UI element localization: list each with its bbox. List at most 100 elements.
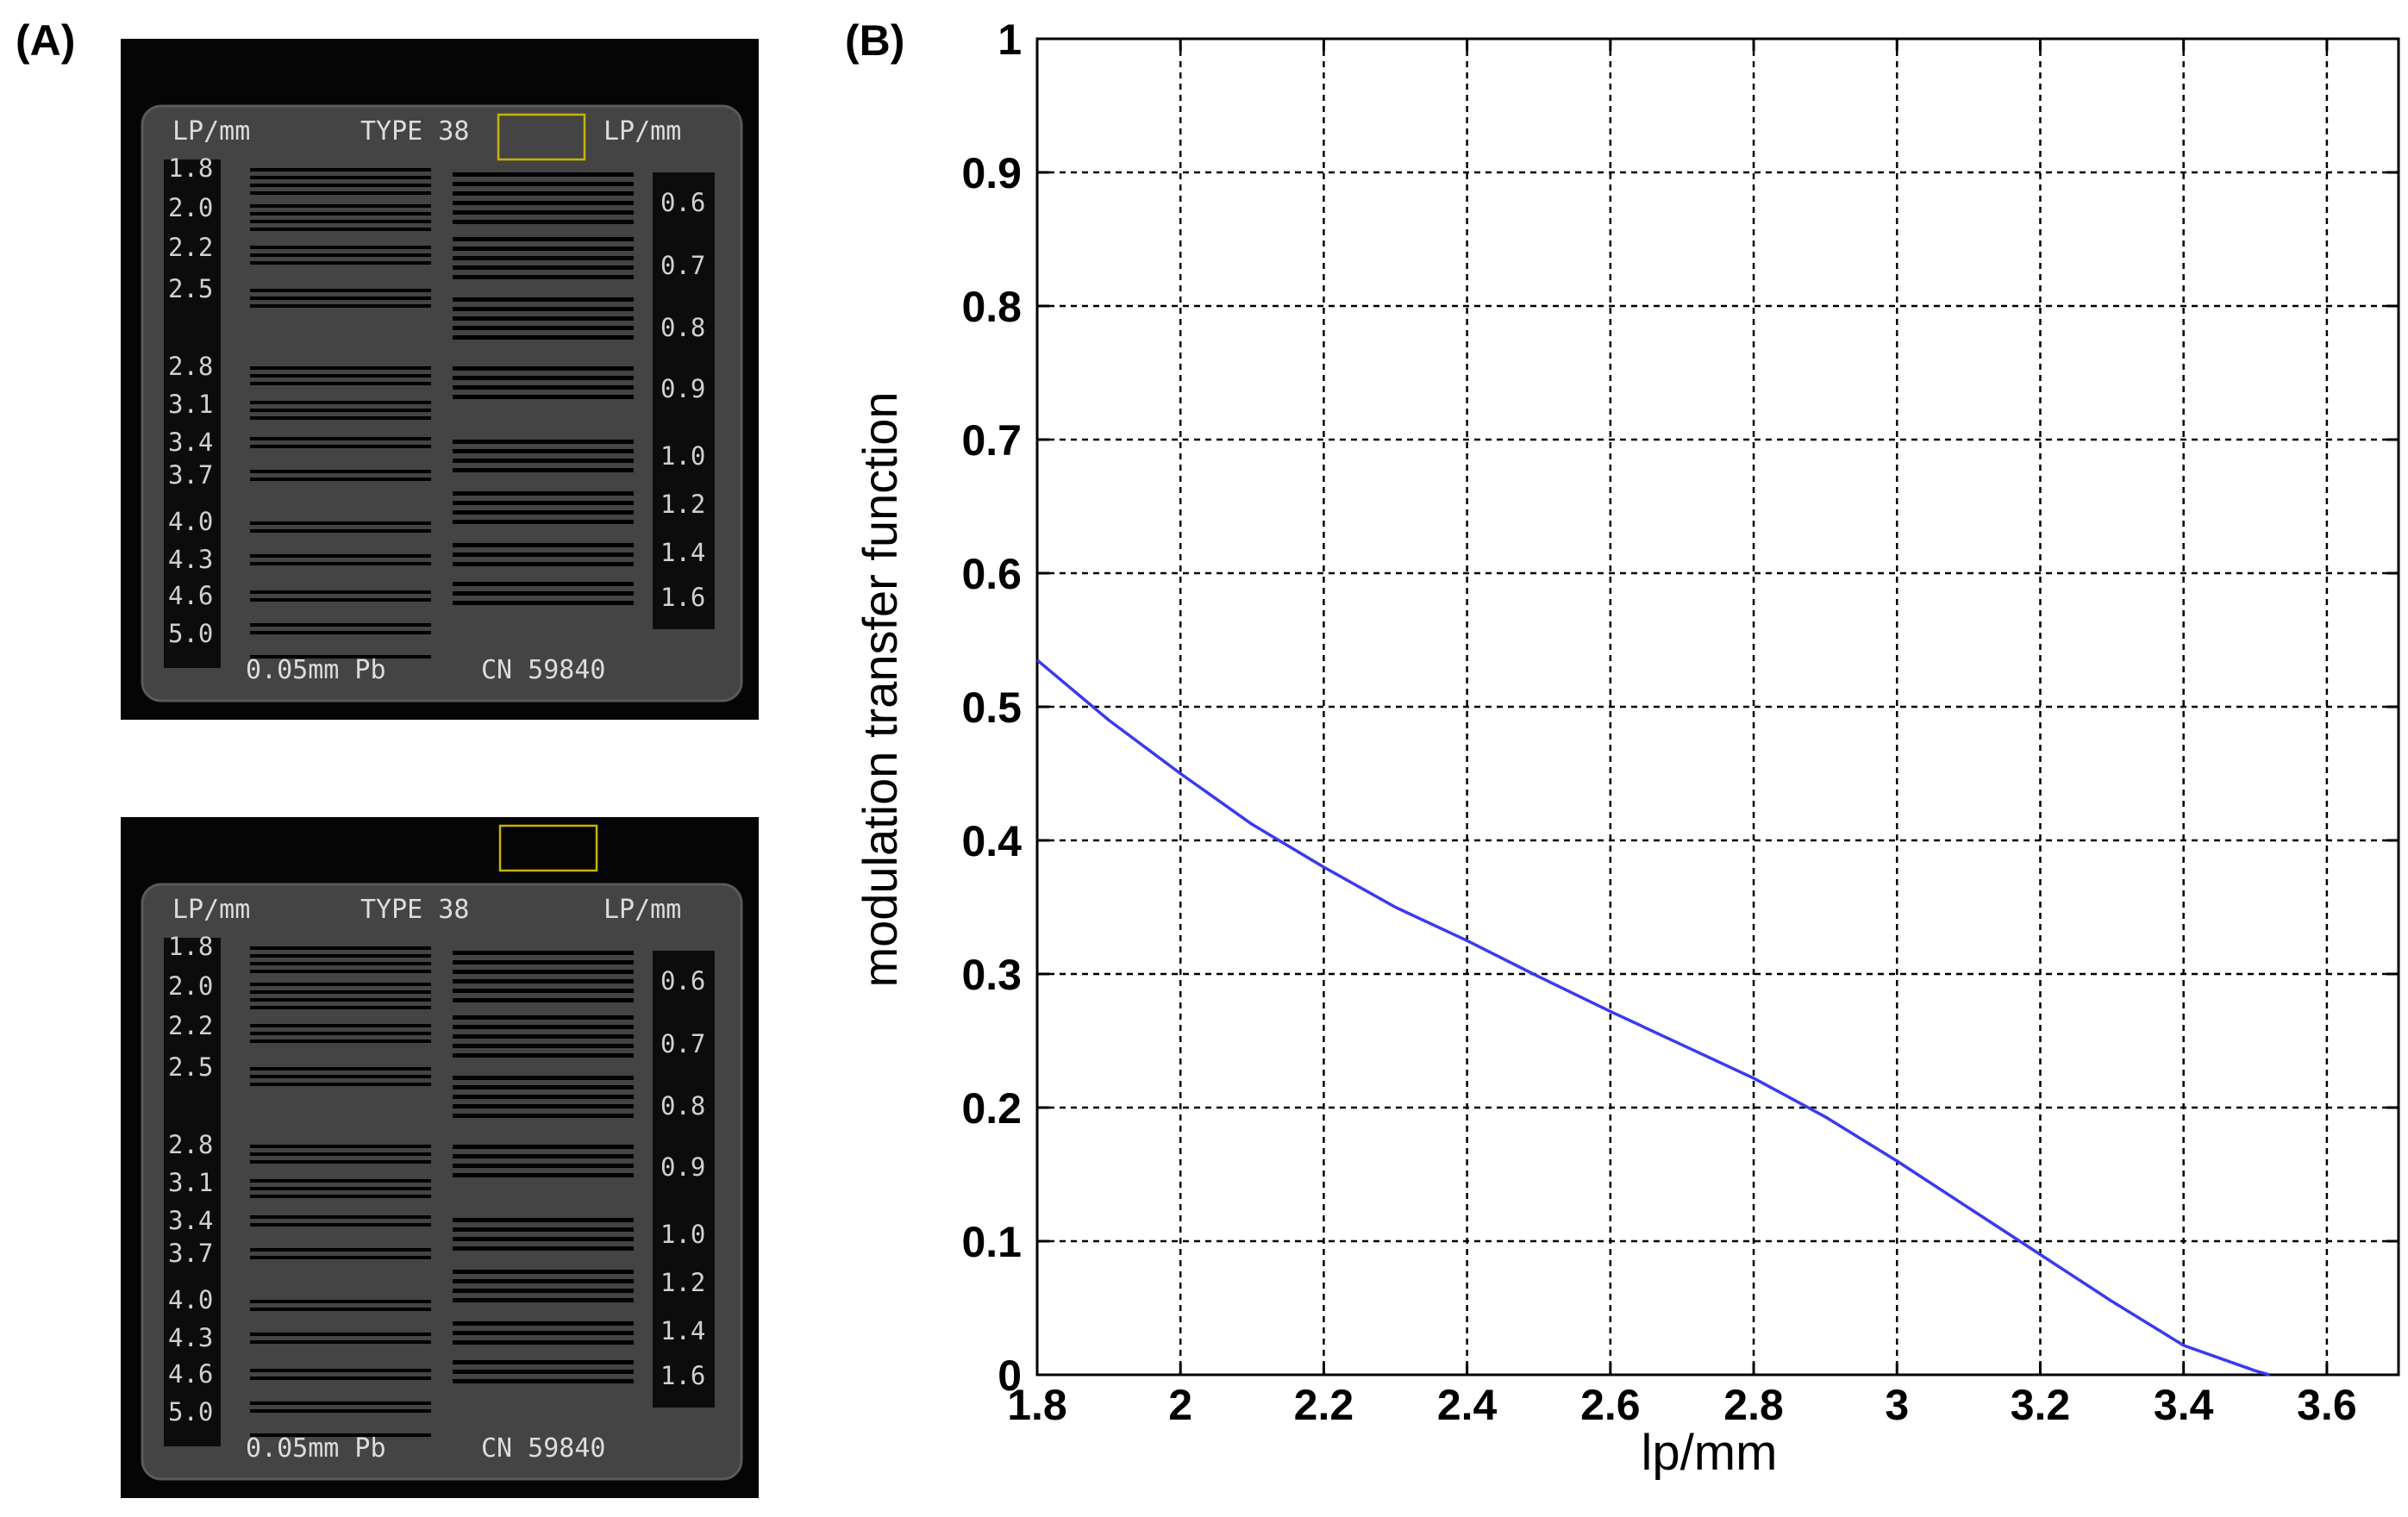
footer-right: CN 59840 xyxy=(481,655,606,685)
right-scale-value: 1.0 xyxy=(660,1220,705,1249)
left-scale-value: 5.0 xyxy=(168,1397,213,1426)
line-pair-bar xyxy=(250,655,431,659)
line-pair-bar xyxy=(453,265,634,270)
left-scale-value: 2.2 xyxy=(168,233,213,262)
line-pair-bar xyxy=(453,1044,634,1048)
line-pair-bar xyxy=(453,307,634,311)
x-tick-label: 3.4 xyxy=(2154,1381,2214,1429)
line-pair-bar xyxy=(250,246,431,249)
line-pair-bar xyxy=(250,1195,431,1198)
line-pair-bar xyxy=(453,366,634,371)
line-pair-bar xyxy=(250,1402,431,1405)
x-tick-label: 2.6 xyxy=(1580,1381,1641,1429)
line-pair-bar xyxy=(453,1321,634,1326)
x-tick-label: 1.8 xyxy=(1007,1381,1067,1429)
phantom-svg-bottom: LP/mm TYPE 38 LP/mm 1.8 2.0 2.2 2.5 2.8 3.1 3.4 3.… xyxy=(121,817,759,1498)
line-pair-bar xyxy=(250,1248,431,1252)
line-pair-bar xyxy=(453,1340,634,1345)
y-tick-label: 0.2 xyxy=(961,1084,1022,1133)
line-pair-bar xyxy=(250,1032,431,1035)
line-pair-bar xyxy=(453,1034,634,1039)
roi-box xyxy=(498,824,598,872)
line-pair-bar xyxy=(250,382,431,385)
right-scale-value: 0.9 xyxy=(660,1152,705,1182)
line-pair-bar xyxy=(250,983,431,986)
line-pair-bar xyxy=(250,220,431,223)
right-scale-value: 0.6 xyxy=(660,966,705,996)
line-pair-bar xyxy=(453,201,634,205)
line-pair-bar xyxy=(250,212,431,215)
line-pair-bar xyxy=(453,1104,634,1108)
line-pair-bar xyxy=(453,385,634,390)
left-scale-strip xyxy=(164,938,221,1446)
line-pair-bar xyxy=(453,1298,634,1302)
type-label: TYPE 38 xyxy=(360,895,469,925)
right-scale-value: 1.2 xyxy=(660,490,705,519)
line-pair-bar xyxy=(250,228,431,231)
right-header: LP/mm xyxy=(604,116,681,147)
left-header: LP/mm xyxy=(172,895,250,925)
line-pair-bar xyxy=(250,470,431,473)
line-pair-bar xyxy=(453,562,634,566)
line-pair-bar xyxy=(250,1409,431,1413)
line-pair-bar xyxy=(453,297,634,302)
line-pair-bar xyxy=(250,1333,431,1336)
line-pair-bar xyxy=(250,1179,431,1183)
line-pair-bar xyxy=(250,1083,431,1086)
line-pair-bar xyxy=(250,204,431,208)
right-scale-value: 0.7 xyxy=(660,251,705,280)
left-scale-value: 4.0 xyxy=(168,507,213,536)
line-pair-bar xyxy=(250,1377,431,1380)
roi-box xyxy=(497,113,586,161)
line-pair-bar xyxy=(453,1289,634,1293)
x-axis-label: lp/mm xyxy=(1642,1425,1778,1481)
y-tick-label: 0.9 xyxy=(961,149,1022,197)
right-scale-value: 1.6 xyxy=(660,583,705,612)
line-pair-bar xyxy=(453,1085,634,1089)
line-pair-bar xyxy=(453,1360,634,1364)
line-pair-bar xyxy=(453,1379,634,1383)
line-pair-bar xyxy=(453,1370,634,1374)
line-pair-bar xyxy=(250,946,431,950)
panel-a-label: (A) xyxy=(16,16,76,65)
left-scale-value: 3.7 xyxy=(168,460,213,490)
right-scale-value: 1.0 xyxy=(660,441,705,471)
line-pair-bar xyxy=(250,1433,431,1437)
right-header: LP/mm xyxy=(604,895,681,925)
line-pair-bar xyxy=(250,1067,431,1071)
line-pair-bar xyxy=(453,220,634,224)
line-pair-bar xyxy=(453,520,634,524)
line-pair-bar xyxy=(250,297,431,300)
panel-b-label: (B) xyxy=(845,16,905,65)
line-pair-bar xyxy=(250,1160,431,1164)
left-scale-strip xyxy=(164,159,221,668)
line-pair-bar xyxy=(453,440,634,444)
line-pair-bar xyxy=(453,256,634,260)
left-scale-value: 2.5 xyxy=(168,1052,213,1082)
x-tick-label: 2.4 xyxy=(1437,1381,1498,1429)
line-pair-bar xyxy=(250,623,431,627)
line-pair-bar xyxy=(250,1215,431,1219)
line-pair-bar xyxy=(250,954,431,958)
right-scale-value: 1.2 xyxy=(660,1268,705,1297)
line-pair-bar xyxy=(453,1218,634,1222)
y-tick-label: 0.4 xyxy=(961,817,1022,865)
line-pair-bar xyxy=(250,1075,431,1078)
x-tick-label: 2.8 xyxy=(1723,1381,1784,1429)
line-pair-bar xyxy=(453,491,634,496)
line-pair-bar xyxy=(250,1256,431,1259)
y-tick-label: 0.6 xyxy=(961,550,1022,598)
x-tick-label: 2 xyxy=(1168,1381,1192,1429)
line-pair-bar xyxy=(250,304,431,308)
footer-left: 0.05mm Pb xyxy=(246,1433,386,1464)
left-scale-value: 2.0 xyxy=(168,193,213,222)
line-pair-bar xyxy=(250,445,431,448)
left-scale-value: 4.0 xyxy=(168,1285,213,1314)
left-scale-value: 3.4 xyxy=(168,1206,213,1235)
line-pair-bar xyxy=(453,1015,634,1020)
line-pair-bar xyxy=(453,449,634,453)
line-pair-bar xyxy=(453,237,634,241)
line-pair-bar xyxy=(453,376,634,380)
phantom-image-top: LP/mm TYPE 38 LP/mm 1.8 2.0 2.2 2.5 2.8 3.1 3.4 3.… xyxy=(121,39,759,720)
y-axis-label: modulation transfer function xyxy=(853,391,907,987)
